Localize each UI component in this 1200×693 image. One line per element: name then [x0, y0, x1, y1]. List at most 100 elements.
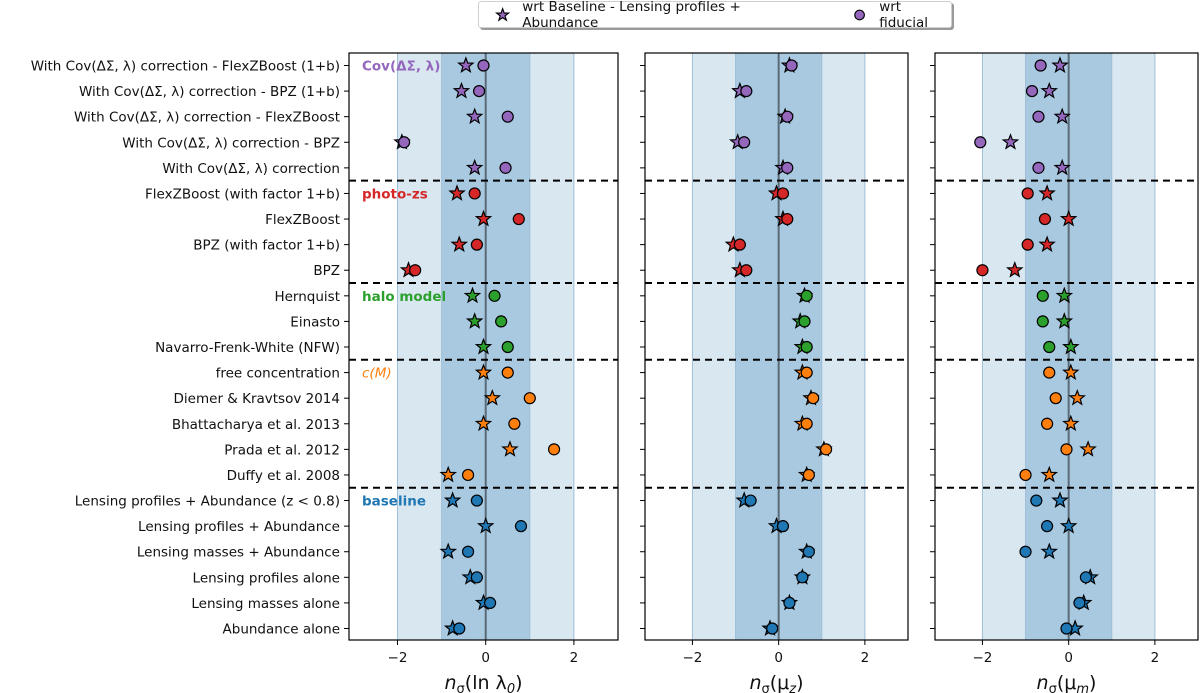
category-label: Prada et al. 2012	[224, 442, 340, 458]
circle-point	[776, 187, 790, 200]
star-point	[1040, 542, 1059, 560]
category-label: With Cov(ΔΣ, λ) correction - FlexZBoost …	[31, 59, 340, 75]
panel-2: −2 0 2 nσ(μz)	[640, 52, 909, 693]
category-label: free concentration	[216, 366, 340, 382]
star-point	[1001, 133, 1020, 150]
circle-point	[785, 59, 798, 72]
circle-point	[1049, 392, 1062, 405]
legend-entry-baseline: wrt Baseline - Lensing profiles + Abunda…	[479, 0, 810, 31]
star-point	[439, 542, 458, 560]
circle-point	[1043, 366, 1056, 379]
circle-point	[470, 571, 483, 584]
circle-point	[802, 545, 815, 558]
circle-point	[802, 468, 815, 482]
x-tick-label: −2	[388, 650, 408, 666]
star-point	[1062, 414, 1080, 432]
star-point	[1062, 337, 1080, 355]
circle-point	[514, 520, 528, 533]
category-label: BPZ	[313, 263, 340, 279]
circle-point	[976, 264, 989, 277]
category-label: Lensing profiles alone	[193, 570, 340, 586]
star-point	[1059, 209, 1078, 227]
star-point	[1059, 516, 1078, 534]
category-label: Lensing profiles + Abundance (z < 0.8)	[75, 494, 340, 510]
star-marker-icon	[494, 6, 511, 22]
category-label: Abundance alone	[223, 622, 340, 638]
star-point	[501, 440, 519, 457]
star-point	[474, 414, 493, 432]
star-point	[1079, 440, 1097, 457]
category-label: With Cov(ΔΣ, λ) correction - BPZ	[122, 135, 340, 151]
circle-point	[1040, 520, 1054, 533]
circle-point	[1060, 622, 1073, 635]
category-label: Hernquist	[274, 289, 340, 305]
category-label: Lensing masses + Abundance	[137, 545, 340, 561]
star-point	[452, 81, 471, 99]
circle-point	[1079, 571, 1093, 584]
star-point	[1051, 56, 1069, 73]
star-point	[1038, 184, 1056, 201]
star-point	[1055, 286, 1074, 304]
x-tick-label: 2	[570, 650, 579, 666]
circle-point	[472, 84, 486, 98]
circle-marker-icon	[854, 9, 865, 20]
circle-point	[468, 187, 481, 200]
star-point	[465, 158, 484, 176]
category-label: Lensing profiles + Abundance	[138, 519, 340, 535]
circle-point	[1021, 187, 1034, 200]
circle-point	[807, 392, 820, 405]
group-label: photo-zs	[362, 186, 428, 202]
category-label: Lensing masses alone	[191, 596, 340, 612]
group-label: baseline	[362, 494, 426, 510]
star-point	[1053, 158, 1071, 176]
circle-point	[501, 366, 514, 379]
circle-point	[1043, 340, 1056, 354]
x-tick-label: 0	[1064, 650, 1073, 666]
circle-point	[1040, 417, 1054, 430]
star-point	[483, 389, 502, 406]
circle-point	[783, 596, 796, 610]
circle-point	[501, 340, 514, 354]
star-point	[474, 209, 493, 227]
category-label: Einasto	[290, 314, 340, 330]
circle-point	[512, 212, 525, 226]
group-label: Cov(ΔΣ, λ)	[362, 59, 440, 75]
star-point	[474, 337, 493, 355]
circle-point	[523, 392, 536, 405]
legend-label-baseline: wrt Baseline - Lensing profiles + Abunda…	[522, 0, 741, 31]
category-label: With Cov(ΔΣ, λ) correction	[162, 161, 340, 177]
circle-point	[781, 161, 794, 174]
circle-point	[470, 494, 483, 507]
x-tick-label: 2	[861, 650, 870, 666]
circle-point	[1060, 443, 1073, 456]
circle-point	[508, 417, 521, 430]
category-label: Bhattacharya et al. 2013	[172, 417, 340, 433]
circle-point	[781, 110, 794, 123]
circle-point	[484, 596, 497, 610]
star-point	[1053, 107, 1071, 125]
star-point	[465, 312, 484, 329]
star-point	[439, 465, 458, 483]
group-label: halo model	[362, 289, 446, 305]
circle-point	[1030, 494, 1043, 507]
legend-entry-fiducial: wrt fiducial	[836, 0, 951, 31]
circle-point	[738, 136, 751, 149]
circle-point	[477, 59, 490, 72]
category-label: BPZ (with factor 1+b)	[193, 238, 340, 254]
star-point	[450, 235, 469, 253]
star-point	[463, 286, 482, 304]
x-axis-label: nσ(μm)	[1037, 672, 1097, 693]
star-point	[476, 516, 495, 534]
circle-point	[1019, 545, 1032, 558]
circle-point	[1073, 596, 1086, 610]
circle-point	[1025, 84, 1039, 98]
circle-point	[1021, 238, 1034, 251]
circle-point	[800, 366, 813, 379]
circle-point	[1036, 315, 1049, 328]
circle-point	[495, 315, 508, 328]
star-point	[1005, 260, 1024, 278]
circle-point	[1034, 59, 1047, 72]
star-point	[1055, 312, 1074, 329]
star-point	[474, 363, 493, 381]
